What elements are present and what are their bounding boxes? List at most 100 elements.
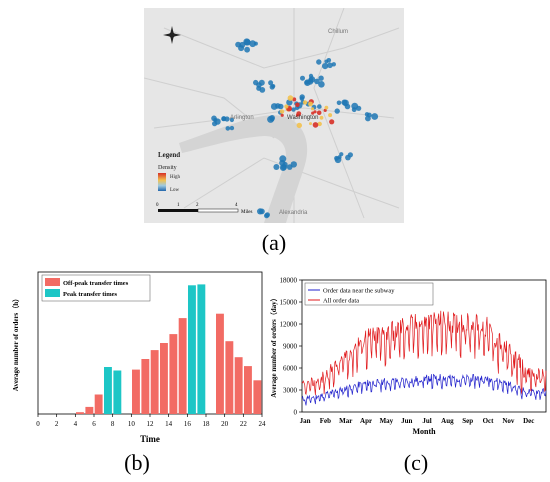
map-point <box>273 164 280 170</box>
river <box>179 115 308 223</box>
bar <box>216 313 224 414</box>
map-hotspot-point <box>310 107 315 111</box>
map-point <box>212 121 218 127</box>
x-tick-label: 16 <box>184 420 192 428</box>
map-point <box>244 39 251 46</box>
y-tick-label: 12000 <box>280 321 298 329</box>
x-tick-label: 12 <box>147 420 155 428</box>
scale-unit: Miles <box>241 210 252 215</box>
map-point <box>268 80 274 86</box>
x-tick-label: Sep <box>462 417 473 425</box>
series-line <box>301 373 547 406</box>
map-point <box>253 41 258 46</box>
map-point <box>269 84 275 90</box>
legend-label: Off-peak transfer times <box>63 280 129 287</box>
place-label: Washington <box>287 115 318 121</box>
x-tick-label: Mar <box>339 417 352 425</box>
place-label: Chillum <box>328 29 348 35</box>
map-point <box>331 62 336 67</box>
x-tick-label: 10 <box>128 420 136 428</box>
bar <box>160 343 168 414</box>
map-hotspot-point <box>317 121 322 127</box>
x-tick-label: May <box>380 417 394 425</box>
map-point <box>269 116 275 122</box>
map-point <box>229 125 235 131</box>
map-canvas: Chillum Arlington Washington Alexandria … <box>143 7 404 223</box>
y-tick-label: 15000 <box>280 299 298 307</box>
bar <box>169 334 178 414</box>
north-arrow-icon <box>163 26 181 44</box>
x-tick-label: 18 <box>203 420 211 428</box>
map-hotspot-point <box>280 113 284 117</box>
bar <box>113 370 122 414</box>
legend-box <box>304 282 434 306</box>
map-point <box>317 104 322 109</box>
x-tick-label: 4 <box>74 420 78 428</box>
legend: Order data near the subway All order data <box>304 282 434 306</box>
map-hotspot-point <box>284 104 289 109</box>
map-point <box>290 161 297 168</box>
map-point <box>347 152 353 158</box>
x-tick-label: Dec <box>523 417 534 425</box>
bar <box>150 350 159 414</box>
x-axis-label: Time <box>140 434 160 444</box>
x-tick-label: 6 <box>92 420 96 428</box>
x-tick-label: Apr <box>360 417 372 425</box>
bar <box>94 394 103 414</box>
map-point <box>279 155 287 163</box>
legend-swatch <box>45 278 60 286</box>
line-chart-svg: 0 3000 6000 9000 12000 15000 18000 Jan Feb Mar Apr… <box>270 277 547 436</box>
bar <box>85 406 94 414</box>
bar <box>141 359 150 414</box>
x-tick-label: 8 <box>111 420 115 428</box>
x-tick-label: 14 <box>165 420 173 428</box>
map-point <box>264 212 270 218</box>
y-axis-label: Average number of orders（h） <box>12 295 20 391</box>
legend: Off-peak transfer times Peak transfer tim… <box>41 274 151 302</box>
map-point <box>259 87 266 93</box>
map-point <box>282 161 288 168</box>
legend-label: Order data near the subway <box>323 288 395 295</box>
bar <box>188 285 196 414</box>
map-point <box>371 113 379 120</box>
y-tick-label: 3000 <box>283 387 298 395</box>
caption-a: (a) <box>261 230 287 255</box>
legend-label: All order data <box>323 298 359 305</box>
y-tick-label: 6000 <box>283 365 298 373</box>
map-hotspot-point <box>279 109 285 114</box>
legend-swatch <box>45 289 60 297</box>
x-tick-label: Jan <box>300 417 311 425</box>
map-hotspot-point <box>287 95 294 101</box>
legend-title: Legend <box>158 151 180 159</box>
map-point <box>238 45 245 52</box>
bar <box>253 380 262 414</box>
map-hotspot-point <box>323 108 327 112</box>
x-tick-label: Nov <box>502 417 515 425</box>
x-tick-label: Feb <box>320 417 331 425</box>
x-tick-label: 24 <box>259 420 267 428</box>
map-hotspot-point <box>319 115 324 120</box>
y-tick-label: 9000 <box>283 343 298 351</box>
y-axis-label: Average number of orders（day） <box>270 294 278 397</box>
bar <box>234 357 243 414</box>
map-point <box>334 155 339 161</box>
y-tick-label: 18000 <box>280 277 298 285</box>
map-point <box>336 100 342 106</box>
map-point <box>316 59 322 65</box>
bar <box>132 369 140 414</box>
map-hotspot-point <box>312 122 319 128</box>
place-label: Alexandria <box>279 210 308 216</box>
map-point <box>327 62 333 69</box>
map-point <box>256 82 262 88</box>
map-hotspot-point <box>313 110 317 114</box>
map-point <box>314 78 320 85</box>
map-hotspot-point <box>316 110 322 116</box>
map-hotspot-point <box>329 119 335 125</box>
map-hotspot-point <box>295 102 300 108</box>
map-point <box>224 116 230 122</box>
bar <box>76 412 84 414</box>
map-point <box>318 81 325 88</box>
x-tick-label: Jun <box>401 417 412 425</box>
x-tick-label: 20 <box>221 420 229 428</box>
